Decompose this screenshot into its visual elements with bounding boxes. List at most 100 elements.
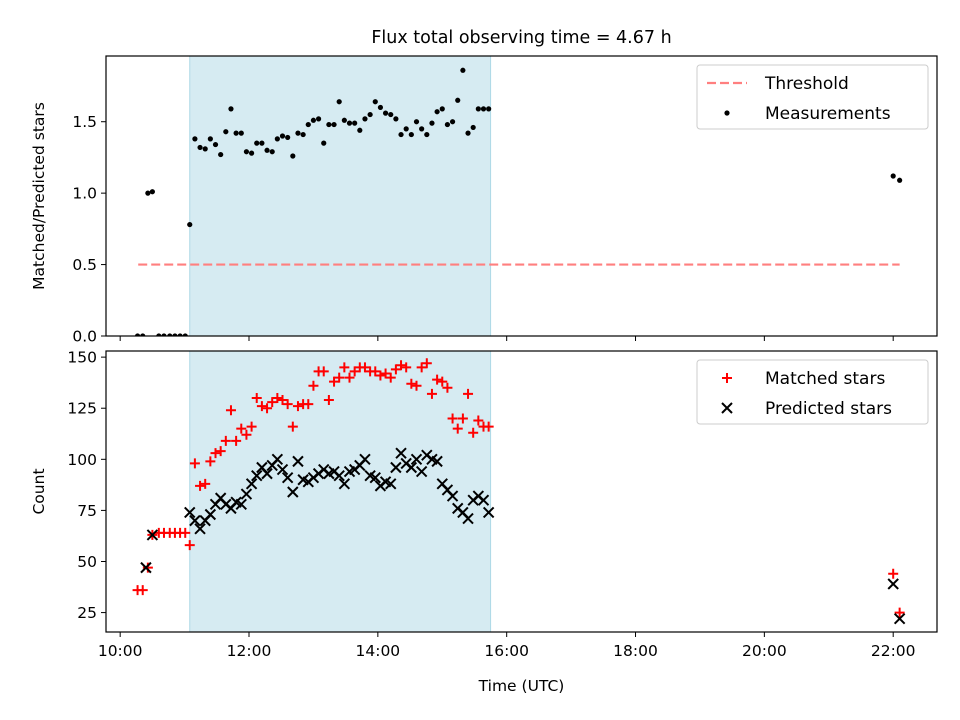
measurement-point	[207, 136, 213, 142]
x-tick-label: 22:00	[871, 642, 916, 660]
measurement-point	[285, 134, 291, 141]
predicted-star-point	[338, 478, 351, 490]
measurement-point	[475, 106, 481, 112]
predicted-star-point	[893, 613, 906, 625]
matched-star-point	[241, 429, 252, 440]
matched-star-point	[359, 362, 370, 373]
matched-star-point	[195, 480, 206, 491]
predicted-star-point	[251, 469, 263, 482]
y-axis-label: Matched/Predicted stars	[30, 102, 48, 290]
measurement-point	[264, 147, 270, 153]
measurement-point	[408, 131, 414, 138]
measurement-point	[465, 130, 471, 136]
matched-star-point	[220, 435, 231, 446]
x-tick-label: 12:00	[227, 642, 272, 660]
bottom-axes: 25 50 75 100 125 150 10:00 12:00 14:00 16:00 18:00…	[30, 349, 938, 695]
matched-star-point	[375, 370, 386, 381]
measurement-point	[279, 133, 286, 139]
matched-star-point	[272, 393, 283, 404]
measurement-point	[202, 146, 208, 152]
measurement-point	[145, 190, 151, 196]
matched-star-point	[473, 415, 484, 426]
matched-star-point	[180, 527, 191, 538]
measurement-point	[403, 126, 409, 132]
matched-star-point	[406, 378, 417, 389]
matched-star-point	[318, 366, 329, 377]
series-predicted-stars	[140, 447, 906, 625]
y-tick-label: 50	[77, 553, 97, 571]
y-tick-label: 125	[67, 400, 97, 418]
y-tick-label: 1.0	[72, 185, 97, 203]
legend-measurement-swatch	[724, 110, 730, 116]
x-tick-label: 18:00	[613, 642, 658, 660]
observing-span	[189, 55, 492, 337]
predicted-star-point	[261, 467, 273, 480]
measurement-point	[269, 149, 275, 155]
measurement-point	[336, 99, 342, 105]
x-tick-label: 16:00	[484, 642, 529, 660]
series-measurements	[134, 67, 903, 336]
measurement-point	[290, 153, 296, 159]
y-tick-label: 0.5	[72, 256, 97, 274]
measurement-point	[357, 127, 363, 133]
predicted-star-point	[204, 508, 217, 521]
y-axis-label: Count	[30, 468, 48, 514]
y-tick-label: 75	[77, 502, 97, 520]
predicted-star-point	[390, 461, 402, 474]
measurement-point	[460, 67, 466, 73]
legend-box	[696, 359, 929, 425]
matched-star-point	[432, 374, 443, 385]
measurement-point	[470, 124, 476, 131]
matched-star-point	[236, 423, 247, 434]
measurement-point	[182, 333, 188, 336]
legend-label: Measurements	[765, 104, 891, 124]
measurement-point	[434, 109, 440, 115]
measurement-point	[167, 333, 173, 336]
matched-star-point	[463, 388, 474, 399]
matched-star-point	[282, 399, 293, 410]
matched-star-point	[468, 427, 479, 438]
measurement-point	[295, 130, 301, 136]
predicted-star-point	[482, 506, 495, 519]
observing-span	[189, 350, 492, 633]
matched-star-point	[323, 395, 334, 406]
predicted-star-point	[287, 486, 299, 498]
measurement-point	[140, 333, 146, 336]
predicted-star-point	[395, 447, 407, 459]
predicted-star-point	[887, 578, 899, 590]
measurement-point	[156, 333, 162, 336]
predicted-star-point	[292, 455, 304, 468]
matched-star-point	[390, 364, 401, 375]
matched-star-point	[894, 607, 905, 618]
legend: Matched stars Predicted stars	[696, 359, 929, 425]
predicted-star-point	[140, 561, 152, 574]
matched-star-point	[396, 360, 407, 371]
measurement-point	[197, 144, 203, 151]
matched-star-point	[267, 397, 278, 408]
matched-star-point	[411, 380, 422, 391]
top-axes: 0.0 0.5 1.0 1.5 Matched/Predicted stars Thres…	[30, 55, 938, 346]
matched-star-point	[231, 435, 242, 446]
measurement-point	[377, 104, 384, 111]
chart-title: Flux total observing time = 4.67 h	[371, 28, 671, 48]
matched-star-point	[888, 568, 899, 579]
series-matched-stars	[132, 358, 905, 618]
matched-star-point	[262, 403, 273, 414]
measurement-point	[300, 131, 306, 138]
measurement-point	[259, 140, 265, 146]
predicted-star-point	[462, 512, 474, 525]
measurement-point	[218, 151, 224, 158]
measurement-point	[413, 119, 420, 125]
matched-star-point	[457, 413, 468, 424]
y-tick-label: 150	[67, 349, 97, 367]
x-tick-label: 14:00	[356, 642, 401, 660]
predicted-star-point	[477, 494, 490, 506]
axes-frame	[105, 350, 938, 633]
legend: Threshold Measurements	[696, 64, 929, 130]
measurement-point	[444, 121, 451, 128]
matched-star-point	[308, 380, 319, 391]
matched-star-point	[421, 358, 432, 369]
legend-label: Matched stars	[765, 369, 885, 389]
predicted-star-point	[369, 471, 381, 484]
matched-star-point	[370, 366, 381, 377]
